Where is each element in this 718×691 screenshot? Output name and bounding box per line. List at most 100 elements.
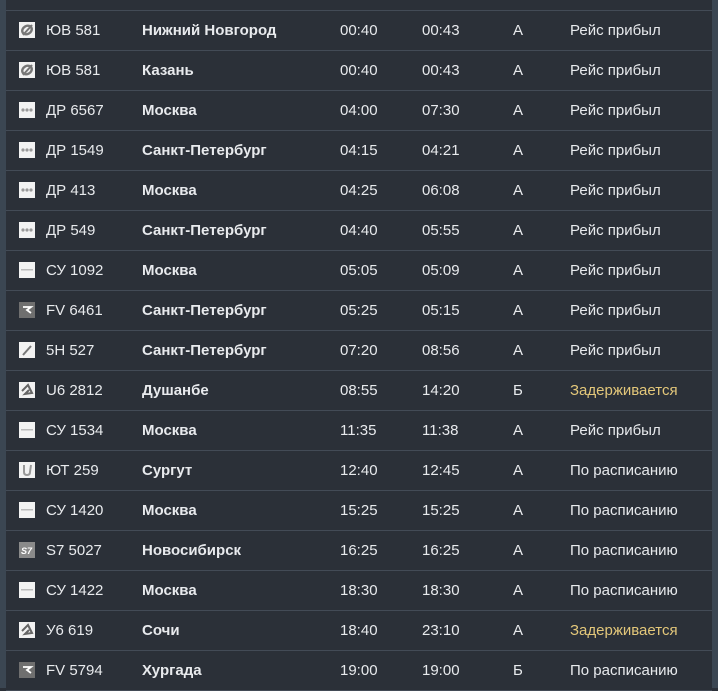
destination-city: Санкт-Петербург: [142, 222, 267, 239]
scheduled-time: 04:40: [340, 222, 378, 239]
destination-city: Нижний Новгород: [142, 22, 277, 39]
flight-status: Рейс прибыл: [570, 222, 661, 239]
destination-city: Москва: [142, 422, 197, 439]
destination-city: Хургада: [142, 662, 202, 679]
scheduled-time: 04:15: [340, 142, 378, 159]
flight-status: Рейс прибыл: [570, 342, 661, 359]
flight-row[interactable]: СУ 1092 Москва 05:05 05:09 A Рейс прибыл: [6, 251, 712, 291]
flight-row[interactable]: ДР 6567 Москва 04:00 07:30 A Рейс прибыл: [6, 91, 712, 131]
flight-row[interactable]: U6 2812 Душанбе 08:55 14:20 Б Задерживается: [6, 371, 712, 411]
utair-swoosh-icon: [19, 22, 35, 38]
destination-city: Москва: [142, 262, 197, 279]
flight-number: У6 619: [46, 622, 94, 639]
flight-status: По расписанию: [570, 542, 678, 559]
flight-status: Рейс прибыл: [570, 262, 661, 279]
terminal: A: [513, 542, 524, 559]
flight-row[interactable]: 5Н 527 Санкт-Петербург 07:20 08:56 A Рейс при…: [6, 331, 712, 371]
flight-row[interactable]: ЮВ 581 Казань 00:40 00:43 A Рейс прибыл: [6, 51, 712, 91]
rossiya-icon: [19, 302, 35, 318]
scrollbar[interactable]: [712, 0, 718, 688]
flight-row[interactable]: ДР 549 Санкт-Петербург 04:40 05:55 A Рейс при…: [6, 211, 712, 251]
terminal: A: [513, 22, 524, 39]
actual-time: 12:45: [422, 462, 460, 479]
terminal: A: [513, 622, 524, 639]
terminal: A: [513, 102, 524, 119]
actual-time: 07:30: [422, 102, 460, 119]
destination-city: Душанбе: [142, 382, 209, 399]
flight-status: По расписанию: [570, 662, 678, 679]
scheduled-time: 16:25: [340, 542, 378, 559]
utair-swoosh-icon: [19, 62, 35, 78]
dash-icon: [19, 582, 35, 598]
destination-city: Санкт-Петербург: [142, 342, 267, 359]
flight-row[interactable]: ДР 1549 Санкт-Петербург 04:15 04:21 A Рейс пр…: [6, 131, 712, 171]
flight-row[interactable]: ЮВ 581 Нижний Новгород 00:40 00:43 A Рейс при…: [6, 11, 712, 51]
s7-icon: S7: [19, 542, 35, 558]
flight-row[interactable]: FV 6461 Санкт-Петербург 05:25 05:15 A Рейс пр…: [6, 291, 712, 331]
terminal: Б: [513, 382, 523, 399]
terminal: A: [513, 142, 524, 159]
actual-time: 19:00: [422, 662, 460, 679]
flight-row[interactable]: У6 619 Сочи 18:40 23:10 A Задерживается: [6, 611, 712, 651]
actual-time: 15:25: [422, 502, 460, 519]
flight-number: 5Н 527: [46, 342, 95, 359]
ural-bird-icon: [19, 622, 35, 638]
destination-city: Казань: [142, 62, 194, 79]
svg-text:S7: S7: [21, 546, 33, 556]
actual-time: 14:20: [422, 382, 460, 399]
destination-city: Москва: [142, 502, 197, 519]
scheduled-time: 18:40: [340, 622, 378, 639]
flight-number: FV 6461: [46, 302, 103, 319]
flight-status: Рейс прибыл: [570, 62, 661, 79]
destination-city: Москва: [142, 582, 197, 599]
flight-row[interactable]: ДР 413 Москва 04:25 06:08 A Рейс прибыл: [6, 171, 712, 211]
actual-time: 05:09: [422, 262, 460, 279]
flight-number: СУ 1092: [46, 262, 104, 279]
terminal: Б: [513, 662, 523, 679]
actual-time: 16:25: [422, 542, 460, 559]
actual-time: 00:43: [422, 62, 460, 79]
flight-status: Рейс прибыл: [570, 302, 661, 319]
flight-number: ДР 6567: [46, 102, 104, 119]
terminal: A: [513, 262, 524, 279]
actual-time: 04:21: [422, 142, 460, 159]
flight-row[interactable]: СУ 1534 Москва 11:35 11:38 A Рейс прибыл: [6, 411, 712, 451]
flight-status: По расписанию: [570, 462, 678, 479]
flight-row[interactable]: FV 5794 Хургада 19:00 19:00 Б По расписанию: [6, 651, 712, 691]
flight-number: S7 5027: [46, 542, 102, 559]
flight-row[interactable]: СУ 1422 Москва 18:30 18:30 A По расписанию: [6, 571, 712, 611]
plane-streak-icon: [19, 342, 35, 358]
destination-city: Санкт-Петербург: [142, 142, 267, 159]
dots-icon: [19, 142, 35, 158]
terminal: A: [513, 222, 524, 239]
left-scroll-edge: [0, 0, 6, 688]
flight-status: Задерживается: [570, 622, 678, 639]
terminal: A: [513, 582, 524, 599]
scheduled-time: 12:40: [340, 462, 378, 479]
ural-bird-icon: [19, 382, 35, 398]
terminal: A: [513, 302, 524, 319]
flight-status: Рейс прибыл: [570, 102, 661, 119]
dash-icon: [19, 502, 35, 518]
actual-time: 18:30: [422, 582, 460, 599]
scheduled-time: 15:25: [340, 502, 378, 519]
flight-status: Задерживается: [570, 382, 678, 399]
flight-number: ЮТ 259: [46, 462, 99, 479]
flight-row[interactable]: ЮТ 259 Сургут 12:40 12:45 A По расписанию: [6, 451, 712, 491]
flight-row[interactable]: S7 S7 5027 Новосибирск 16:25 16:25 A По распис…: [6, 531, 712, 571]
flight-board: ЮВ 581 Нижний Новгород 00:40 00:43 A Рейс при…: [6, 10, 712, 691]
terminal: A: [513, 342, 524, 359]
actual-time: 05:55: [422, 222, 460, 239]
flight-row[interactable]: СУ 1420 Москва 15:25 15:25 A По расписанию: [6, 491, 712, 531]
flight-status: По расписанию: [570, 502, 678, 519]
actual-time: 05:15: [422, 302, 460, 319]
scheduled-time: 00:40: [340, 62, 378, 79]
destination-city: Москва: [142, 102, 197, 119]
flight-number: ДР 549: [46, 222, 96, 239]
scheduled-time: 05:05: [340, 262, 378, 279]
destination-city: Новосибирск: [142, 542, 242, 559]
flight-number: СУ 1420: [46, 502, 104, 519]
scheduled-time: 04:00: [340, 102, 378, 119]
dash-icon: [19, 262, 35, 278]
dash-icon: [19, 422, 35, 438]
